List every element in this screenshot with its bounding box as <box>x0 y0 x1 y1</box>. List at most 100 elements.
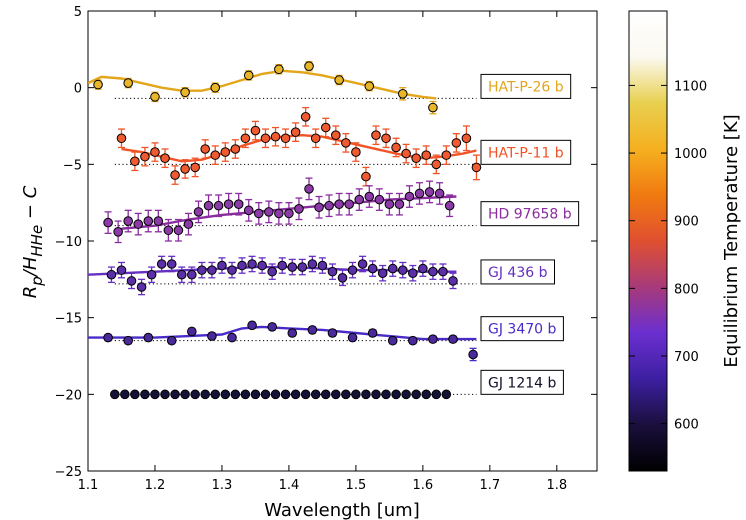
data-point <box>223 199 234 209</box>
series-label-box <box>480 259 555 285</box>
x-tick-label: 1.3 <box>212 478 233 493</box>
data-point <box>156 259 167 269</box>
series-label: HAT-P-26 b <box>480 73 572 99</box>
data-point <box>327 328 338 338</box>
data-point <box>341 138 351 148</box>
data-point <box>116 265 127 275</box>
series-label-box <box>480 139 572 165</box>
data-point <box>381 133 391 144</box>
data-point <box>200 144 211 154</box>
data-point <box>327 266 338 277</box>
data-point <box>200 389 211 400</box>
data-point <box>243 205 254 216</box>
data-point <box>166 259 177 269</box>
data-point <box>334 199 344 209</box>
data-point <box>297 262 308 272</box>
data-point <box>213 200 224 211</box>
data-point <box>150 389 160 400</box>
data-point <box>280 133 291 144</box>
data-point <box>434 188 445 199</box>
data-point <box>120 389 130 400</box>
data-point <box>243 70 254 81</box>
data-point <box>404 191 415 202</box>
series-label: HD 97658 b <box>480 201 580 227</box>
data-point <box>287 328 298 338</box>
data-point <box>130 156 140 167</box>
data-point <box>441 389 452 400</box>
data-point <box>277 260 288 271</box>
data-point <box>140 151 150 162</box>
y-axis-ticks: 5 0 −5 −10 −15 −20 −25 <box>55 5 597 480</box>
data-point <box>113 227 123 237</box>
data-point <box>233 199 244 209</box>
series-label-box <box>480 316 564 342</box>
data-point <box>418 263 428 274</box>
data-point <box>123 216 133 226</box>
data-point <box>274 64 284 75</box>
data-point <box>387 263 398 274</box>
data-point <box>150 92 160 102</box>
data-point <box>414 188 425 199</box>
series-label: HAT-P-11 b <box>480 139 572 165</box>
data-point <box>130 389 140 400</box>
data-point <box>367 328 378 338</box>
data-point <box>351 389 361 400</box>
data-point <box>203 200 214 211</box>
data-point <box>247 320 257 331</box>
data-point <box>448 276 458 286</box>
data-point <box>253 208 264 219</box>
data-point <box>227 332 237 343</box>
data-point <box>173 225 184 236</box>
data-point <box>411 389 421 400</box>
data-point <box>267 266 277 277</box>
data-point <box>408 335 418 346</box>
data-point <box>408 268 418 279</box>
data-point <box>207 265 217 275</box>
data-point <box>361 389 371 400</box>
data-point <box>103 332 113 343</box>
data-point <box>160 153 170 163</box>
data-point <box>106 269 117 280</box>
data-point <box>444 200 455 211</box>
data-point <box>397 89 408 99</box>
data-point <box>274 208 284 219</box>
data-point <box>220 389 231 400</box>
x-tick-label: 1.8 <box>546 478 567 493</box>
colorbar-label: Equilibrium Temperature [K] <box>721 114 742 367</box>
data-point <box>421 150 432 160</box>
data-point <box>314 202 324 213</box>
data-point <box>354 194 365 205</box>
data-point <box>290 127 301 137</box>
data-point <box>264 207 274 217</box>
x-axis-label: Wavelength [um] <box>264 500 420 520</box>
colorbar-tick-label: 800 <box>674 282 699 297</box>
data-point <box>180 164 190 174</box>
data-point <box>227 265 237 275</box>
data-point <box>240 389 251 400</box>
data-point <box>143 216 154 226</box>
data-point <box>391 389 401 400</box>
data-point <box>190 389 200 400</box>
data-point <box>237 260 247 271</box>
data-point <box>381 389 391 400</box>
data-point <box>468 349 478 360</box>
data-point <box>428 266 438 277</box>
series-label-text: HAT-P-11 b <box>488 145 564 161</box>
data-point <box>180 389 190 400</box>
data-point <box>334 75 344 85</box>
data-point <box>260 389 271 400</box>
data-point <box>461 133 472 144</box>
data-point <box>250 125 261 136</box>
colorbar-tick-label: 700 <box>674 350 699 365</box>
data-point <box>371 130 381 140</box>
data-point <box>153 216 164 226</box>
data-point <box>377 268 388 279</box>
x-tick-label: 1.7 <box>479 478 500 493</box>
y-tick-label: 5 <box>74 5 82 20</box>
data-point <box>320 389 331 400</box>
data-point <box>210 389 221 400</box>
data-point <box>146 269 157 280</box>
x-tick-label: 1.6 <box>413 478 434 493</box>
data-point <box>123 78 133 88</box>
